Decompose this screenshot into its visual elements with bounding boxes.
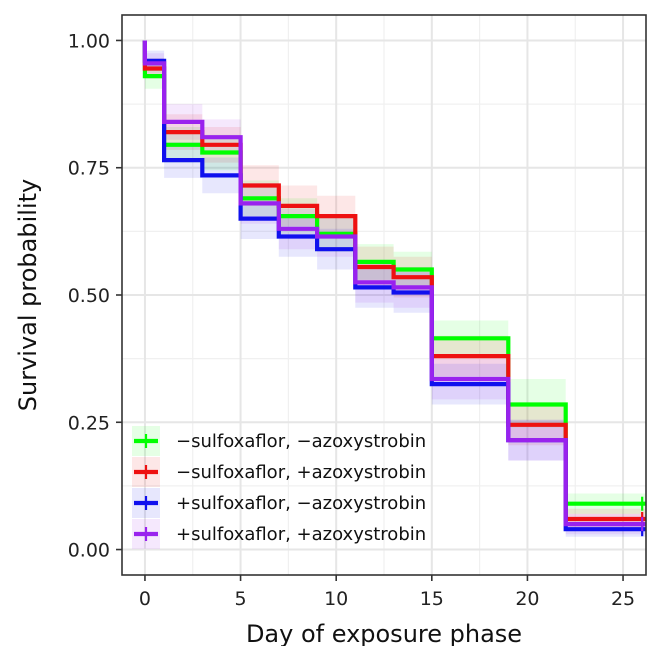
y-tick-label: 0.00 — [68, 540, 110, 562]
legend-label: +sulfoxaflor, +azoxystrobin — [176, 524, 426, 545]
x-tick-label: 10 — [324, 588, 348, 610]
x-tick-label: 20 — [515, 588, 539, 610]
survival-line-series-4 — [142, 40, 646, 527]
y-tick-label: 1.00 — [68, 30, 110, 52]
axes: 0 5 10 15 20 25 0.00 0.25 0.50 0.75 1.00 — [68, 30, 635, 610]
y-tick-label: 0.50 — [68, 285, 110, 307]
x-tick-label: 15 — [420, 588, 444, 610]
x-tick-label: 0 — [139, 588, 151, 610]
legend-label: −sulfoxaflor, −azoxystrobin — [176, 431, 426, 452]
survival-curves — [142, 40, 646, 532]
y-tick-label: 0.25 — [68, 412, 110, 434]
x-axis-title: Day of exposure phase — [246, 620, 522, 646]
legend-label: −sulfoxaflor, +azoxystrobin — [176, 462, 426, 483]
legend: −sulfoxaflor, −azoxystrobin −sulfoxaflor,… — [132, 426, 426, 549]
x-tick-label: 25 — [611, 588, 635, 610]
y-tick-label: 0.75 — [68, 158, 110, 180]
legend-label: +sulfoxaflor, −azoxystrobin — [176, 493, 426, 514]
grid — [122, 15, 646, 575]
y-axis-title: Survival probability — [14, 179, 42, 411]
x-tick-label: 5 — [235, 588, 247, 610]
